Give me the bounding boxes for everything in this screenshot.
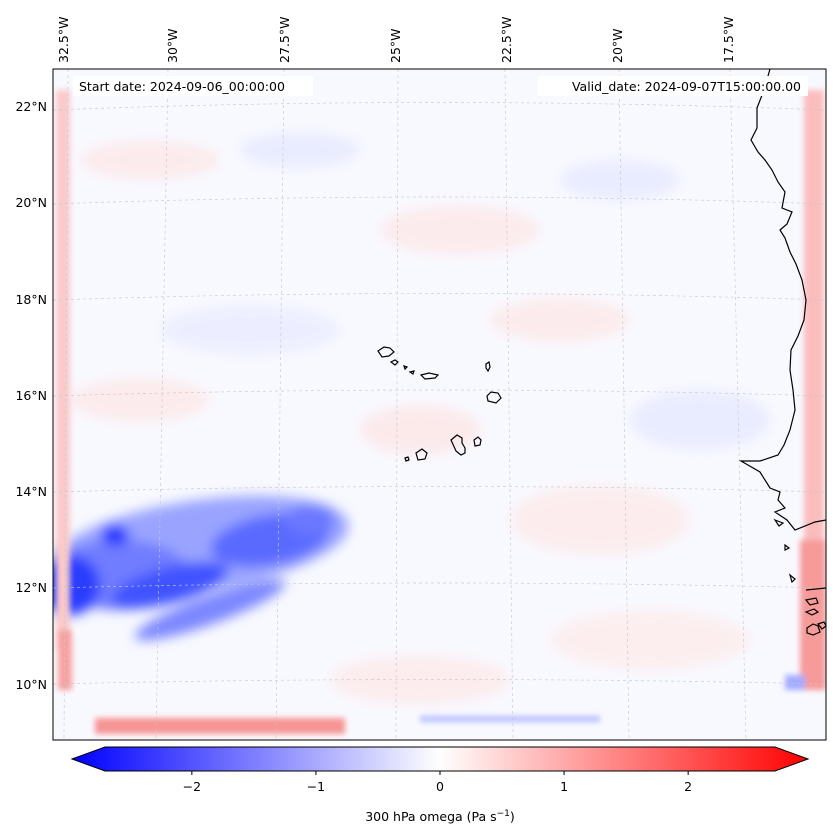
colorbar-label: 300 hPa omega (Pa s−1) <box>365 809 515 824</box>
colorbar-label-exponent: −1 <box>497 809 510 819</box>
colorbar-tick-label: −1 <box>307 779 325 794</box>
omega-negative-band <box>53 495 349 641</box>
start-date-box <box>73 76 313 96</box>
colorbar-tick-label: 2 <box>684 779 692 794</box>
lon-label: 22.5°W <box>499 17 514 63</box>
omega-light-field <box>70 132 770 705</box>
map-frame <box>52 68 827 741</box>
longitude-labels: 32.5°W 30°W 27.5°W 25°W 22.5°W 20°W 17.5… <box>56 17 736 63</box>
lat-label: 20°N <box>15 195 47 210</box>
lon-label: 20°W <box>610 28 625 63</box>
lon-label: 17.5°W <box>721 17 736 63</box>
coastline-cape-verde <box>377 346 502 462</box>
gridlines <box>53 69 826 740</box>
valid-date-label: Valid_date: 2024-09-07T15:00:00.00 <box>572 79 801 94</box>
colorbar-tick-label: 1 <box>560 779 568 794</box>
lat-label: 14°N <box>15 484 47 499</box>
colorbar-tick-label: 0 <box>436 779 444 794</box>
start-date-label: Start date: 2024-09-06_00:00:00 <box>79 79 285 94</box>
lon-label: 32.5°W <box>56 17 71 63</box>
lon-label: 27.5°W <box>277 17 292 63</box>
colorbar-label-close: ) <box>510 809 515 824</box>
lon-label: 30°W <box>165 28 180 63</box>
boundary-artifacts <box>56 90 826 734</box>
colorbar-ticks: −2 −1 0 1 2 <box>183 771 692 794</box>
map-panel <box>53 69 826 740</box>
latitude-labels: 22°N 20°N 18°N 16°N 14°N 12°N 10°N <box>15 99 47 692</box>
lon-label: 25°W <box>388 28 403 63</box>
lat-label: 10°N <box>15 677 47 692</box>
colorbar-body <box>70 746 810 772</box>
lat-label: 22°N <box>15 99 47 114</box>
lat-label: 16°N <box>15 388 47 403</box>
lat-label: 12°N <box>15 580 47 595</box>
colorbar-tick-label: −2 <box>183 779 201 794</box>
coastline-africa <box>738 69 826 636</box>
lat-label: 18°N <box>15 292 47 307</box>
colorbar: −2 −1 0 1 2 300 hPa omega (Pa s−1) <box>70 746 810 824</box>
valid-date-box <box>538 76 808 96</box>
colorbar-label-text: 300 hPa omega (Pa s <box>365 809 496 824</box>
